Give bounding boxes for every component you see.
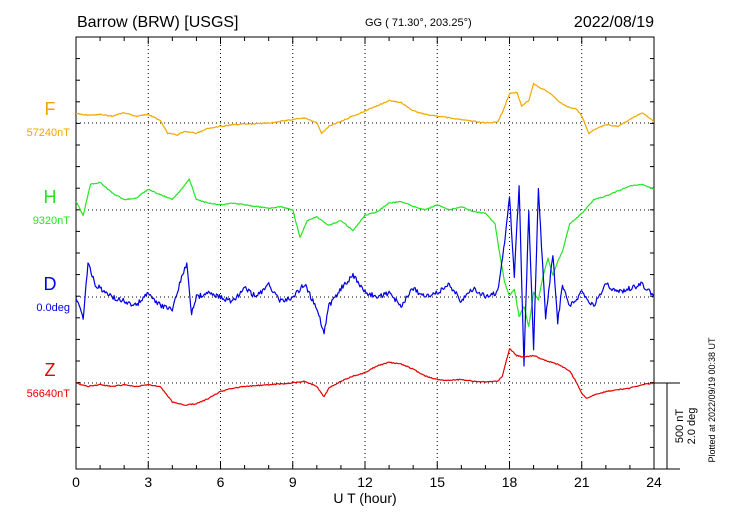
- series-name-Z: Z: [45, 360, 56, 380]
- scale-bar-nt: 500 nT: [674, 409, 686, 444]
- series-baseline-Z: 56640nT: [27, 388, 71, 400]
- series-line-F: [75, 82, 655, 137]
- series-name-H: H: [44, 187, 57, 207]
- series-baseline-H: 9320nT: [33, 215, 71, 227]
- plotted-at-note: Plotted at 2022/09/19 00:38 UT: [707, 337, 717, 463]
- series-baseline-F: 57240nT: [27, 127, 71, 139]
- x-tick-label-24: 24: [646, 474, 662, 490]
- coordinates-label: GG ( 71.30°, 203.25°): [365, 17, 472, 29]
- x-tick-label-15: 15: [429, 474, 445, 490]
- date-label: 2022/08/19: [574, 14, 654, 31]
- series-name-D: D: [44, 274, 57, 294]
- series-baseline-D: 0.0deg: [36, 302, 70, 314]
- series-line-H: [75, 178, 655, 328]
- series-line-D: [75, 185, 655, 367]
- x-tick-label-6: 6: [217, 474, 225, 490]
- x-tick-label-18: 18: [502, 474, 518, 490]
- x-axis-label: U T (hour): [333, 490, 396, 506]
- station-title: Barrow (BRW) [USGS]: [77, 14, 239, 31]
- x-tick-labels: 0 3 6 9 12 15 18 21 24: [72, 474, 662, 490]
- x-tick-label-12: 12: [357, 474, 373, 490]
- grid-lines: [76, 37, 654, 469]
- x-tick-label-0: 0: [72, 474, 80, 490]
- x-tick-label-3: 3: [144, 474, 152, 490]
- scale-bar: 500 nT 2.0 deg: [654, 382, 698, 470]
- x-tick-label-21: 21: [574, 474, 590, 490]
- series-labels: F 57240nT H 9320nT D 0.0deg Z 56640nT: [27, 99, 71, 400]
- series-line-Z: [75, 348, 655, 406]
- x-tick-label-9: 9: [289, 474, 297, 490]
- series-lines: [75, 82, 655, 406]
- series-name-F: F: [45, 99, 56, 119]
- scale-bar-deg: 2.0 deg: [686, 408, 698, 445]
